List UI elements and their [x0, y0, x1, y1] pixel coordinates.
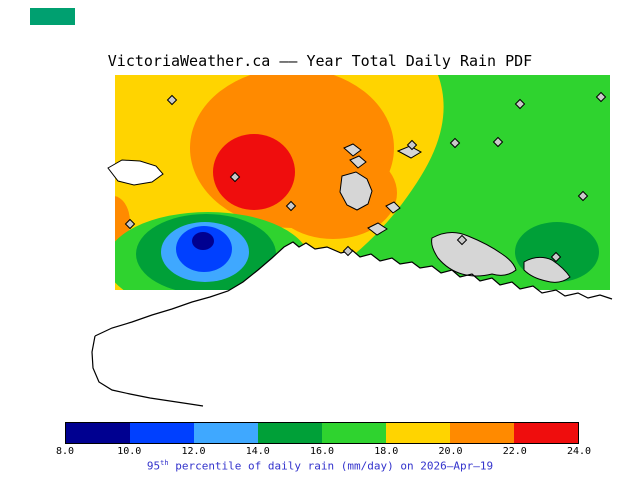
- station-marker: [124, 218, 136, 230]
- colorbar-segment: [322, 423, 386, 443]
- island: [523, 256, 571, 283]
- contour-field: [115, 75, 610, 290]
- colorbar: [65, 422, 579, 444]
- station-marker: [229, 171, 241, 183]
- island-group: [339, 143, 571, 283]
- colorbar-segment: [130, 423, 194, 443]
- island: [349, 155, 367, 169]
- caption-value: 95: [146, 459, 161, 473]
- islet-west: [107, 159, 164, 186]
- colorbar-tick-label: 14.0: [245, 446, 270, 457]
- colorbar-ticks: 8.0 10.0 12.0 14.0 16.0 18.0 20.0 22.0 24.0: [0, 446, 640, 458]
- colorbar-segment: [386, 423, 450, 443]
- colorbar-tick-label: 24.0: [566, 446, 592, 457]
- station-markers: [124, 91, 607, 263]
- island: [367, 222, 388, 236]
- coastline-southwest: [91, 335, 204, 407]
- coastline-strait: [94, 241, 613, 337]
- colorbar-tick-label: 18.0: [374, 446, 399, 457]
- station-marker: [550, 251, 562, 263]
- colorbar-segment: [514, 423, 578, 443]
- island: [339, 171, 373, 211]
- colorbar-tick-label: 16.0: [309, 446, 335, 457]
- colorbar-segment: [258, 423, 322, 443]
- station-marker: [595, 91, 607, 103]
- colorbar-segment: [66, 423, 130, 443]
- station-marker: [406, 139, 418, 151]
- colorbar-segment: [194, 423, 258, 443]
- island-large: [431, 232, 517, 277]
- station-marker: [456, 234, 468, 246]
- page-title: VictoriaWeather.ca —— Year Total Daily R…: [107, 52, 533, 70]
- caption-ordinal: th: [160, 459, 169, 467]
- logo-mark: [30, 8, 75, 25]
- station-marker: [492, 136, 504, 148]
- island: [343, 143, 362, 157]
- station-marker: [577, 190, 589, 202]
- station-marker: [342, 245, 354, 257]
- colorbar-segment: [450, 423, 514, 443]
- station-marker: [449, 137, 461, 149]
- contour-band-22-24-maximum: [213, 134, 295, 210]
- caption-text: percentile of daily rain (mm/day) on 202…: [168, 459, 494, 473]
- island: [396, 145, 423, 159]
- caption: 95th percentile of daily rain (mm/day) o…: [0, 459, 640, 473]
- island: [385, 201, 401, 214]
- contour-bullseye-core-8-10-minimum: [192, 232, 214, 250]
- colorbar-tick-label: 12.0: [181, 446, 206, 457]
- mainland-landmass: [228, 242, 612, 322]
- station-marker: [166, 94, 178, 106]
- colorbar-tick-label: 8.0: [55, 446, 75, 457]
- station-marker: [285, 200, 297, 212]
- station-marker: [514, 98, 526, 110]
- colorbar-tick-label: 20.0: [438, 446, 463, 457]
- colorbar-tick-label: 10.0: [117, 446, 142, 457]
- contour-band-20-22: [269, 147, 397, 239]
- colorbar-tick-label: 22.0: [502, 446, 527, 457]
